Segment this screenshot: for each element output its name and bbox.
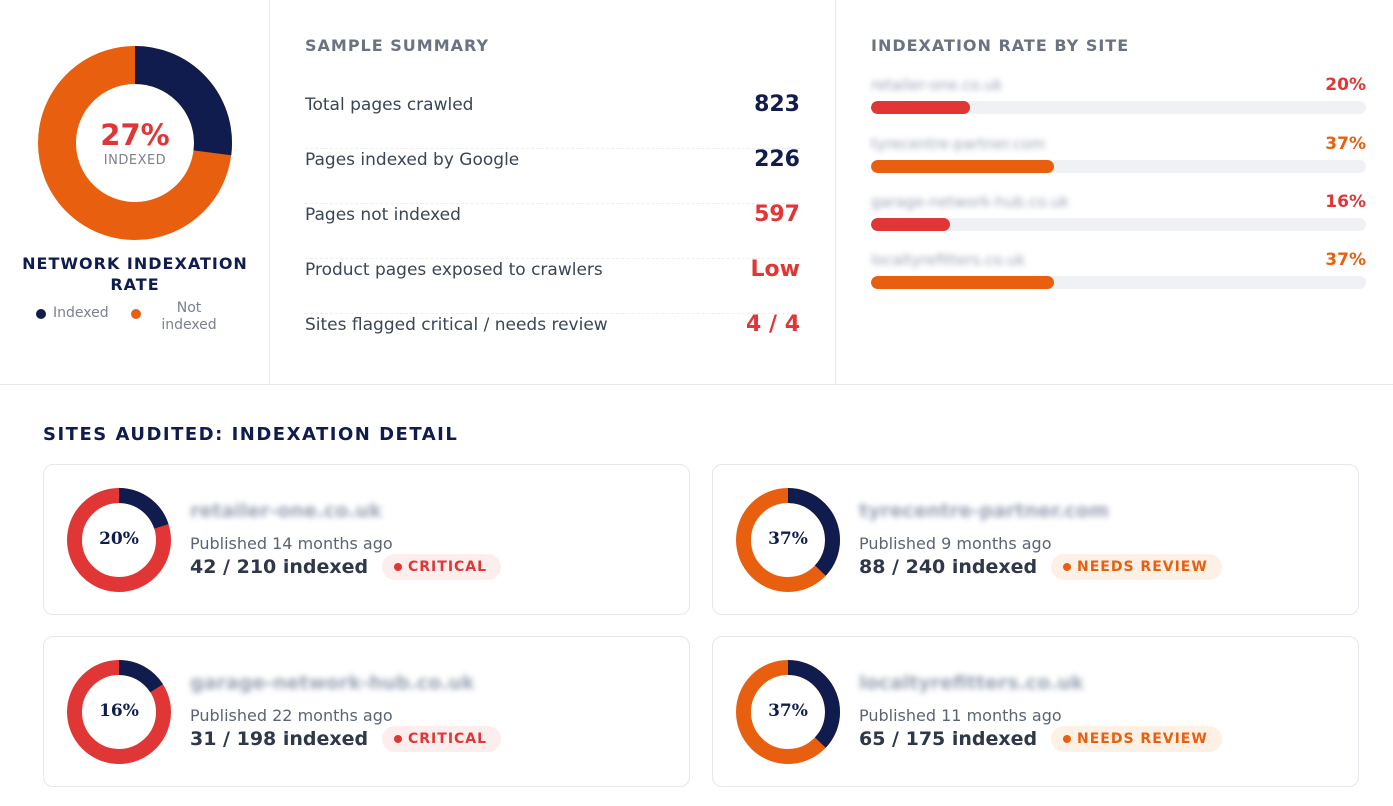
- site-published: Published 22 months ago: [190, 706, 393, 725]
- sites-audited-title: SITES AUDITED: INDEXATION DETAIL: [43, 424, 459, 445]
- network-indexation-donut: [38, 46, 232, 240]
- site-bar-percent: 16%: [1325, 192, 1366, 212]
- summary-value: Low: [750, 257, 800, 282]
- status-badge: CRITICAL: [382, 554, 502, 580]
- site-donut-percent: 20%: [99, 529, 139, 549]
- summary-label: Sites flagged critical / needs review: [305, 315, 608, 335]
- status-badge: NEEDS REVIEW: [1051, 554, 1222, 580]
- site-bar-fill: [871, 276, 1055, 289]
- status-label: NEEDS REVIEW: [1077, 731, 1208, 747]
- donut-indexed-arc: [67, 488, 171, 592]
- donut-indexed-arc: [67, 660, 171, 764]
- site-donut-percent: 16%: [99, 701, 139, 721]
- legend-not-indexed-swatch: [131, 309, 141, 319]
- site-name-redacted: localtyrefitters.co.uk: [871, 251, 1026, 269]
- site-name-redacted: garage-network-hub.co.uk: [190, 672, 475, 694]
- site-indexed-count: 88 / 240 indexed: [859, 556, 1038, 578]
- status-dot: [1063, 735, 1071, 743]
- site-published: Published 14 months ago: [190, 534, 393, 553]
- summary-value: 4 / 4: [746, 312, 800, 337]
- summary-label: Total pages crawled: [305, 95, 474, 115]
- network-indexed-label: INDEXED: [103, 153, 167, 168]
- network-indexed-percent: 27%: [100, 118, 170, 152]
- site-indexation-donut: [736, 488, 840, 592]
- donut-indexed-arc: [736, 488, 840, 592]
- donut-indexed-arc: [38, 46, 232, 240]
- site-card: 16% garage-network-hub.co.uk Published 2…: [43, 636, 690, 787]
- network-indexation-title: NETWORK INDEXATION RATE: [22, 254, 248, 294]
- site-bar-row: tyrecentre-partner.com 37%: [871, 134, 1366, 175]
- summary-row: Pages not indexed 597: [305, 202, 800, 259]
- indexation-by-site-title: INDEXATION RATE BY SITE: [871, 36, 1130, 55]
- summary-row: Product pages exposed to crawlers Low: [305, 257, 800, 314]
- site-bar-percent: 37%: [1325, 134, 1366, 154]
- site-name-redacted: garage-network-hub.co.uk: [871, 193, 1069, 211]
- site-name-redacted: localtyrefitters.co.uk: [859, 672, 1084, 694]
- status-label: NEEDS REVIEW: [1077, 559, 1208, 575]
- site-bar-track: [871, 276, 1366, 289]
- site-name-redacted: retailer-one.co.uk: [871, 76, 1003, 94]
- site-card: 37% tyrecentre-partner.com Published 9 m…: [712, 464, 1359, 615]
- site-indexation-donut: [736, 660, 840, 764]
- site-indexed-count: 65 / 175 indexed: [859, 728, 1038, 750]
- site-card: 20% retailer-one.co.uk Published 14 mont…: [43, 464, 690, 615]
- summary-label: Pages not indexed: [305, 205, 461, 225]
- site-bar-track: [871, 160, 1366, 173]
- sample-summary-column: [270, 0, 836, 385]
- status-badge: NEEDS REVIEW: [1051, 726, 1222, 752]
- site-name-redacted: tyrecentre-partner.com: [859, 500, 1109, 522]
- summary-value: 226: [754, 147, 800, 172]
- legend-not-indexed-label: Not indexed: [161, 300, 217, 333]
- site-bar-row: localtyrefitters.co.uk 37%: [871, 250, 1366, 291]
- site-name-redacted: retailer-one.co.uk: [190, 500, 382, 522]
- status-dot: [394, 563, 402, 571]
- summary-row: Pages indexed by Google 226: [305, 147, 800, 204]
- summary-value: 823: [754, 92, 800, 117]
- summary-value: 597: [754, 202, 800, 227]
- legend-indexed-swatch: [36, 309, 46, 319]
- site-bar-track: [871, 101, 1366, 114]
- status-dot: [1063, 563, 1071, 571]
- site-bar-row: garage-network-hub.co.uk 16%: [871, 192, 1366, 233]
- donut-indexed-arc: [736, 660, 840, 764]
- summary-row: Total pages crawled 823: [305, 92, 800, 149]
- site-indexed-count: 42 / 210 indexed: [190, 556, 369, 578]
- summary-label: Pages indexed by Google: [305, 150, 520, 170]
- site-bar-fill: [871, 218, 951, 231]
- site-indexed-count: 31 / 198 indexed: [190, 728, 369, 750]
- status-label: CRITICAL: [408, 559, 488, 575]
- site-bar-track: [871, 218, 1366, 231]
- status-badge: CRITICAL: [382, 726, 502, 752]
- summary-row: Sites flagged critical / needs review 4 …: [305, 312, 800, 369]
- status-dot: [394, 735, 402, 743]
- network-rate-column: [0, 0, 270, 385]
- site-bar-row: retailer-one.co.uk 20%: [871, 75, 1366, 116]
- sample-summary-title: SAMPLE SUMMARY: [305, 36, 490, 55]
- site-donut-percent: 37%: [768, 529, 808, 549]
- status-label: CRITICAL: [408, 731, 488, 747]
- site-name-redacted: tyrecentre-partner.com: [871, 135, 1046, 153]
- site-donut-percent: 37%: [768, 701, 808, 721]
- site-published: Published 11 months ago: [859, 706, 1062, 725]
- site-bar-percent: 20%: [1325, 75, 1366, 95]
- summary-label: Product pages exposed to crawlers: [305, 260, 603, 280]
- site-published: Published 9 months ago: [859, 534, 1052, 553]
- site-bar-fill: [871, 160, 1055, 173]
- overview-panel: [0, 0, 1393, 385]
- site-bar-percent: 37%: [1325, 250, 1366, 270]
- site-bar-fill: [871, 101, 970, 114]
- legend-indexed-label: Indexed: [53, 305, 109, 321]
- site-card: 37% localtyrefitters.co.uk Published 11 …: [712, 636, 1359, 787]
- site-indexation-donut: [67, 488, 171, 592]
- site-indexation-donut: [67, 660, 171, 764]
